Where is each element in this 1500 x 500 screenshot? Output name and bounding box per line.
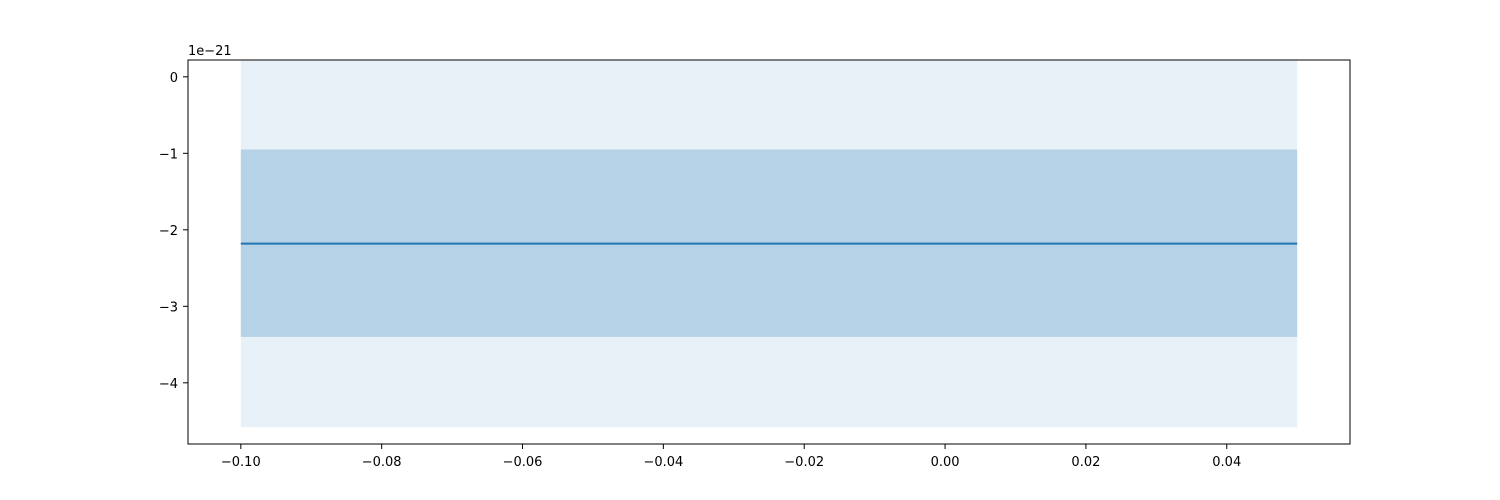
y-axis: 0 −1 −2 −3 −4: [159, 71, 188, 392]
y-tick-label: 0: [170, 71, 178, 86]
x-tick-label: −0.02: [784, 455, 824, 470]
y-tick-label: −3: [159, 300, 178, 315]
x-tick-label: 0.04: [1212, 455, 1241, 470]
x-tick-label: 0.02: [1071, 455, 1100, 470]
x-tick-label: −0.04: [643, 455, 683, 470]
x-tick-label: −0.10: [221, 455, 261, 470]
x-tick-label: −0.06: [503, 455, 543, 470]
y-axis-offset-label: 1e−21: [188, 44, 232, 59]
y-tick-label: −4: [159, 377, 178, 392]
x-tick-label: −0.08: [362, 455, 402, 470]
axes-frame: [187, 59, 1351, 445]
y-tick-label: −2: [159, 224, 178, 239]
y-tick-label: −1: [159, 147, 178, 162]
x-tick-label: 0.00: [931, 455, 960, 470]
x-axis: −0.10 −0.08 −0.06 −0.04 −0.02 0.00 0.02 0.04: [221, 444, 1241, 470]
